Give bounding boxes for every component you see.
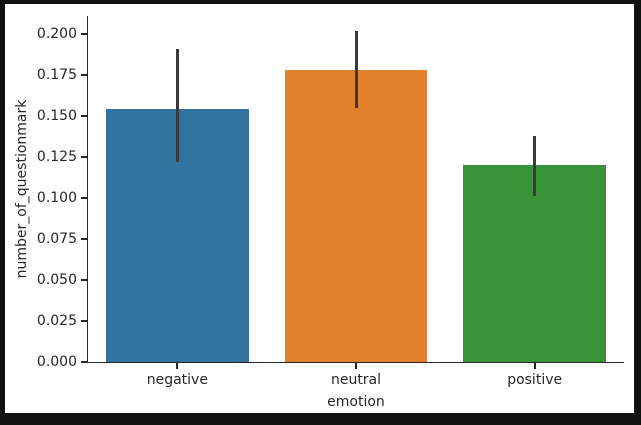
- y-tick-label: 0.150: [36, 108, 77, 125]
- y-tick-label: 0.025: [36, 313, 77, 329]
- x-tick-mark: [176, 363, 179, 369]
- y-tick-label: 0.050: [36, 272, 77, 288]
- error-bar-neutral: [354, 30, 358, 108]
- x-tick-mark: [355, 363, 357, 369]
- bar-positive: [463, 165, 607, 362]
- bar-neutral: [284, 70, 428, 362]
- x-tick-label-positive: positive: [507, 372, 563, 388]
- y-axis-label: number_of_questionmark: [14, 99, 30, 279]
- y-tick-mark: [81, 238, 87, 240]
- y-tick-mark: [81, 74, 87, 77]
- x-tick-label-negative: negative: [146, 372, 208, 388]
- error-bar-positive: [533, 135, 537, 197]
- y-tick-mark: [81, 156, 87, 159]
- y-tick-label: 0.200: [36, 26, 77, 43]
- y-tick-mark: [81, 361, 87, 363]
- x-axis-spine: [87, 362, 624, 363]
- error-bar-negative: [175, 48, 179, 162]
- y-tick-mark: [81, 197, 87, 200]
- y-tick-mark: [81, 320, 87, 322]
- x-tick-label-neutral: neutral: [330, 372, 382, 388]
- y-tick-label: 0.000: [36, 354, 77, 370]
- y-tick-label: 0.100: [36, 190, 77, 207]
- y-tick-mark: [81, 115, 87, 118]
- x-tick-mark: [533, 363, 536, 369]
- y-axis-spine: [87, 16, 88, 363]
- y-tick-label: 0.175: [36, 67, 77, 84]
- y-tick-mark: [81, 33, 87, 36]
- y-tick-mark: [81, 279, 87, 281]
- plot-area: 0.000 0.025 0.050 0.075 0.100 0.125 0.150 0.175…: [37, 16, 624, 410]
- x-axis-label: emotion: [327, 394, 385, 410]
- y-tick-label: 0.125: [36, 149, 77, 166]
- chart-figure: number_of_questionmark 0.000 0.025 0.050 0.…: [5, 4, 634, 413]
- y-tick-label: 0.075: [36, 231, 77, 247]
